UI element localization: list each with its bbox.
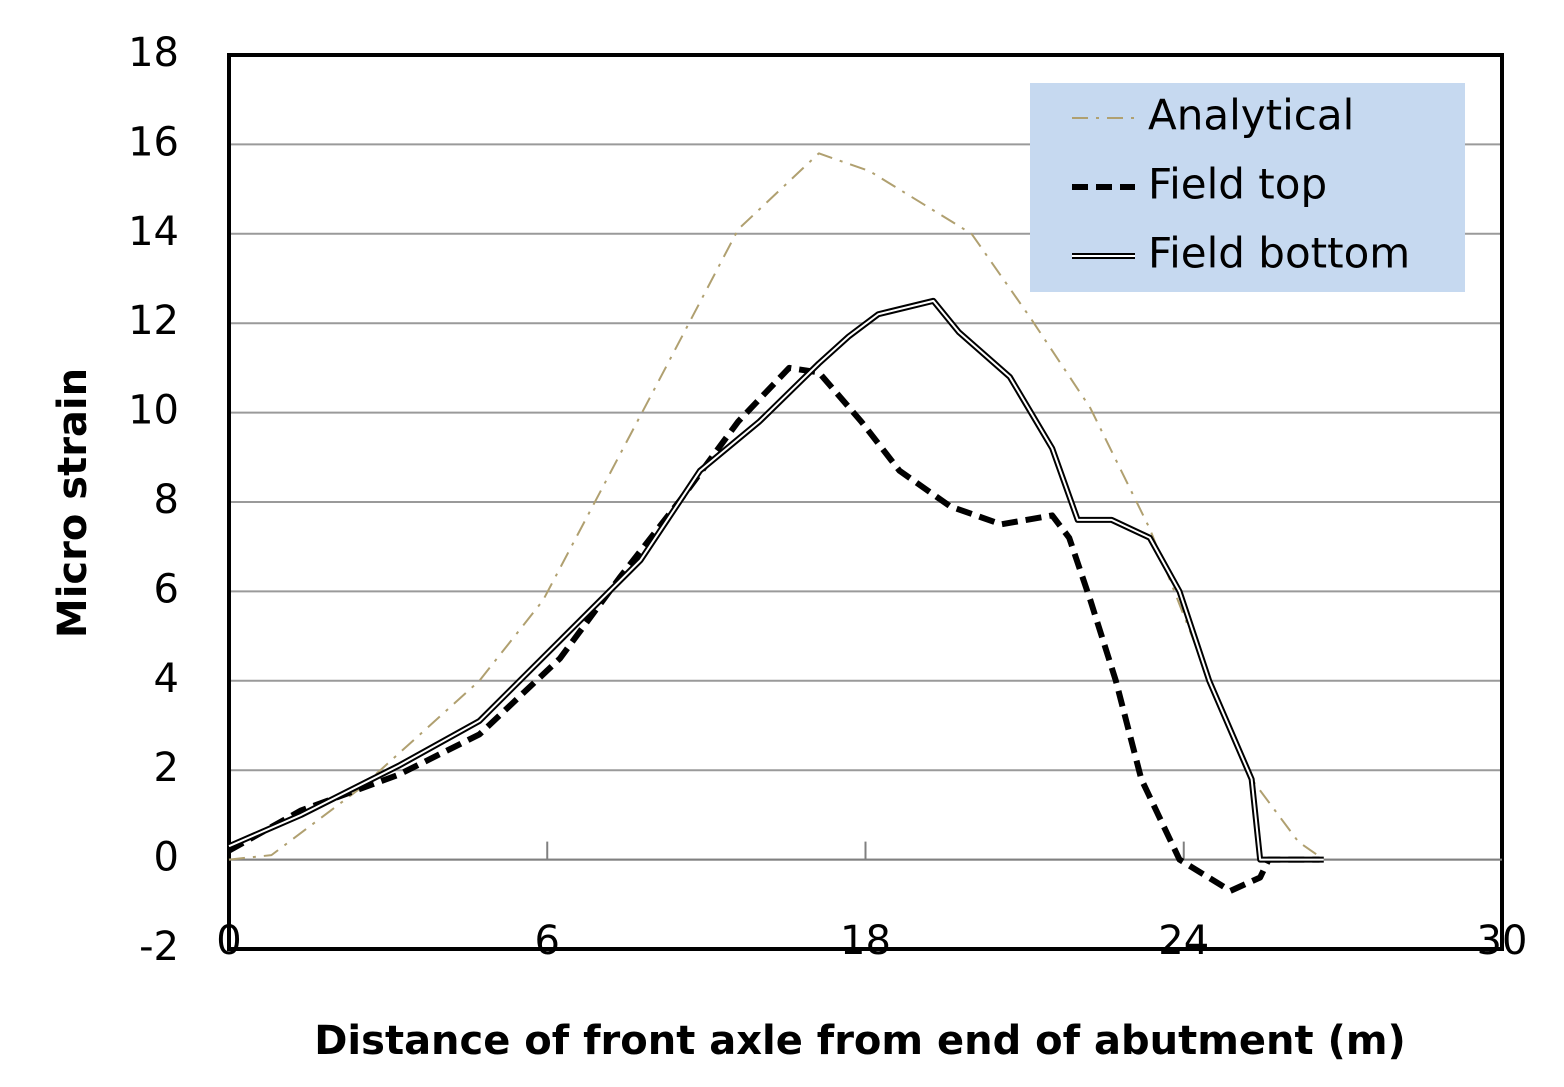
legend-label: Field bottom [1148, 229, 1410, 278]
legend-label: Field top [1148, 160, 1327, 209]
x-tick-label: 18 [840, 918, 891, 964]
y-tick-label: 6 [154, 566, 179, 612]
y-tick-label: 8 [154, 477, 179, 523]
x-tick-label: 24 [1158, 918, 1209, 964]
y-tick-label: 2 [154, 745, 179, 791]
y-tick-label: 16 [128, 119, 179, 165]
series-line [227, 364, 1320, 894]
y-tick-label: 4 [154, 656, 179, 702]
x-axis-title: Distance of front axle from end of abutm… [314, 1018, 1406, 1064]
series-line-core [228, 299, 1324, 861]
y-tick-label: 10 [128, 388, 179, 434]
y-tick-label: 18 [128, 30, 179, 76]
plot-frame [227, 53, 1504, 951]
y-tick-label: -2 [139, 924, 179, 970]
y-tick-label: 14 [128, 209, 179, 255]
y-tick-label: 0 [154, 835, 179, 881]
y-axis-title: Micro strain [50, 368, 96, 638]
legend-label: Analytical [1148, 91, 1354, 140]
x-tick-label: 6 [535, 918, 560, 964]
y-tick-label: 12 [128, 298, 179, 344]
